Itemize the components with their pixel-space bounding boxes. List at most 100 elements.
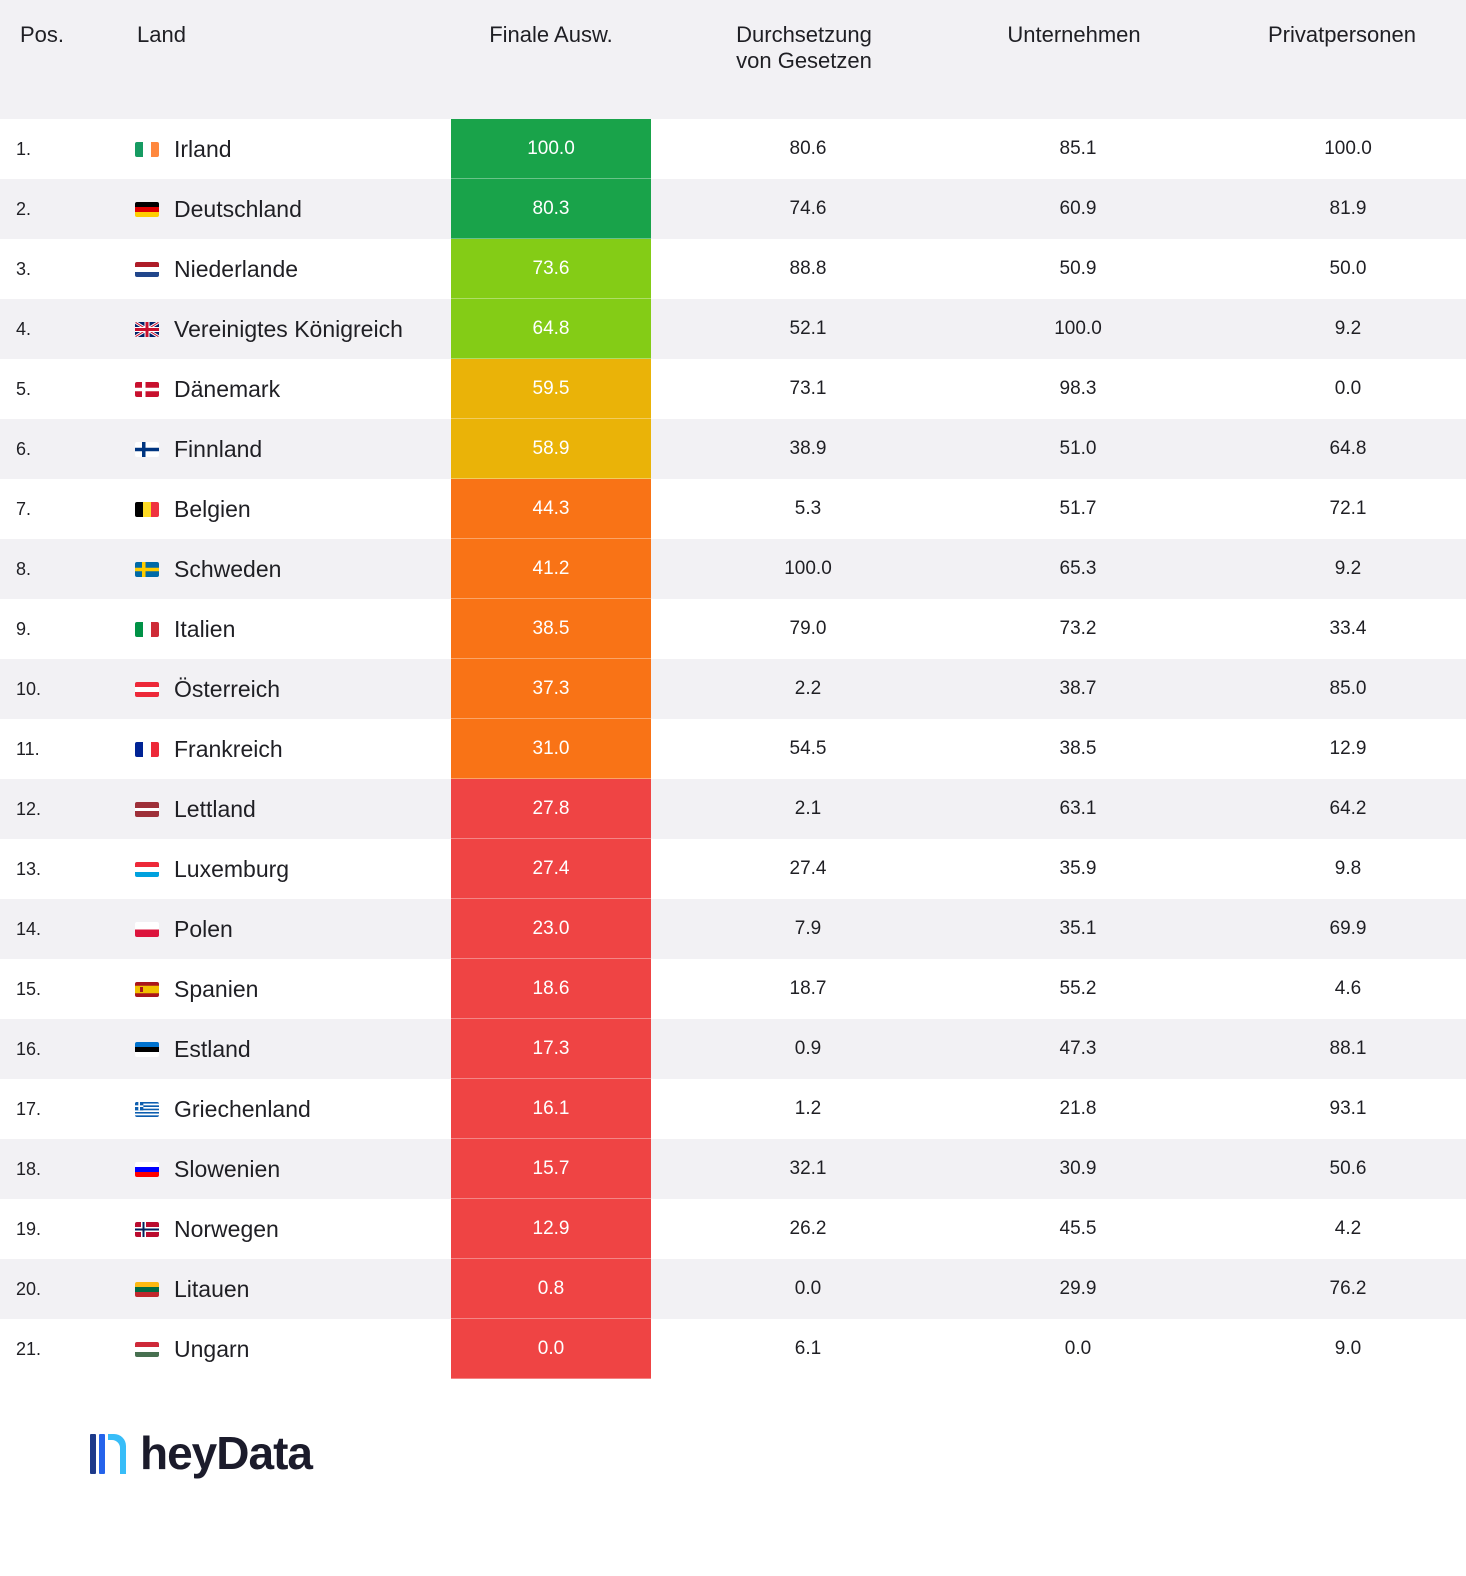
final-score-cell: 31.0 — [451, 719, 651, 779]
uk-flag — [135, 322, 161, 338]
enforcement-cell: 26.2 — [789, 1218, 827, 1239]
final-score-cell: 27.4 — [451, 839, 651, 899]
individuals-cell: 9.8 — [1334, 858, 1362, 879]
individuals-cell: 9.0 — [1334, 1338, 1362, 1359]
poland-flag — [135, 922, 161, 938]
table-row: 15. Spanien 18.6 18.7 55.2 4.6 — [0, 959, 1466, 1019]
companies-cell: 51.0 — [1059, 438, 1097, 459]
country-name: Luxemburg — [174, 856, 290, 882]
individuals-cell: 81.9 — [1329, 198, 1367, 219]
header-companies: Unternehmen — [1007, 22, 1141, 47]
table-row: 18. Slowenien 15.7 32.1 30.9 50.6 — [0, 1139, 1466, 1199]
enforcement-cell: 74.6 — [789, 198, 827, 219]
rank-cell: 19. — [16, 1219, 42, 1239]
rank-cell: 8. — [16, 559, 32, 579]
individuals-cell: 85.0 — [1329, 678, 1367, 699]
final-score-cell: 58.9 — [451, 419, 651, 479]
header-final: Finale Ausw. — [489, 22, 613, 47]
companies-cell: 100.0 — [1054, 318, 1102, 339]
country-name: Niederlande — [174, 256, 299, 282]
greece-flag — [135, 1102, 161, 1118]
table-row: 19. Norwegen 12.9 26.2 45.5 4.2 — [0, 1199, 1466, 1259]
enforcement-cell: 2.2 — [794, 678, 822, 699]
table-row: 5. Dänemark 59.5 73.1 98.3 0.0 — [0, 359, 1466, 419]
enforcement-cell: 79.0 — [789, 618, 827, 639]
country-name: Frankreich — [174, 736, 283, 762]
individuals-cell: 64.8 — [1329, 438, 1367, 459]
table-row: 2. Deutschland 80.3 74.6 60.9 81.9 — [0, 179, 1466, 239]
france-flag — [135, 742, 161, 758]
companies-cell: 63.1 — [1059, 798, 1097, 819]
enforcement-cell: 80.6 — [789, 138, 827, 159]
rank-cell: 9. — [16, 619, 32, 639]
rank-cell: 16. — [16, 1039, 42, 1059]
denmark-flag — [135, 382, 161, 398]
table-row: 9. Italien 38.5 79.0 73.2 33.4 — [0, 599, 1466, 659]
table-row: 16. Estland 17.3 0.9 47.3 88.1 — [0, 1019, 1466, 1079]
rank-cell: 3. — [16, 259, 32, 279]
latvia-flag — [135, 802, 161, 818]
final-score-cell: 59.5 — [451, 359, 651, 419]
companies-cell: 30.9 — [1059, 1158, 1097, 1179]
individuals-cell: 88.1 — [1329, 1038, 1367, 1059]
enforcement-cell: 5.3 — [794, 498, 822, 519]
final-score-cell: 23.0 — [451, 899, 651, 959]
header-individuals: Privatpersonen — [1268, 22, 1416, 47]
individuals-cell: 9.2 — [1334, 318, 1362, 339]
companies-cell: 73.2 — [1059, 618, 1097, 639]
rank-cell: 21. — [16, 1339, 42, 1359]
enforcement-cell: 6.1 — [794, 1338, 822, 1359]
heydata-logo: heyData — [88, 1427, 348, 1480]
rank-cell: 20. — [16, 1279, 42, 1299]
individuals-cell: 76.2 — [1329, 1278, 1367, 1299]
country-name: Deutschland — [174, 196, 302, 222]
hungary-flag — [135, 1342, 161, 1358]
final-score-cell: 80.3 — [451, 179, 651, 239]
enforcement-cell: 2.1 — [794, 798, 822, 819]
rank-cell: 11. — [16, 739, 40, 759]
enforcement-cell: 38.9 — [789, 438, 827, 459]
table-row: 10. Österreich 37.3 2.2 38.7 85.0 — [0, 659, 1466, 719]
individuals-cell: 93.1 — [1329, 1098, 1367, 1119]
enforcement-cell: 0.9 — [794, 1038, 822, 1059]
individuals-cell: 50.0 — [1329, 258, 1367, 279]
individuals-cell: 4.6 — [1334, 978, 1362, 999]
table-body: 1. Irland 100.0 80.6 85.1 100.0 2. Deutschland 8… — [0, 119, 1466, 1379]
companies-cell: 38.7 — [1059, 678, 1097, 699]
final-score-cell: 16.1 — [451, 1079, 651, 1139]
enforcement-cell: 1.2 — [794, 1098, 822, 1119]
rank-cell: 12. — [16, 799, 42, 819]
companies-cell: 29.9 — [1059, 1278, 1097, 1299]
companies-cell: 38.5 — [1059, 738, 1097, 759]
rank-cell: 2. — [16, 199, 32, 219]
table-row: 8. Schweden 41.2 100.0 65.3 9.2 — [0, 539, 1466, 599]
companies-cell: 51.7 — [1059, 498, 1097, 519]
finland-flag — [135, 442, 161, 458]
companies-cell: 55.2 — [1059, 978, 1097, 999]
country-name: Italien — [174, 616, 236, 642]
table-header: Pos. Land Finale Ausw. Durchsetzung von … — [0, 0, 1466, 119]
table-row: 4. Vereinigtes Königreich 64.8 52.1 100.0 9.2 — [0, 299, 1466, 359]
companies-cell: 65.3 — [1059, 558, 1097, 579]
country-name: Polen — [174, 916, 233, 942]
enforcement-cell: 7.9 — [794, 918, 822, 939]
rank-cell: 1. — [16, 139, 32, 159]
heydata-logo-text: heyData — [140, 1427, 313, 1479]
companies-cell: 98.3 — [1059, 378, 1097, 399]
enforcement-cell: 88.8 — [789, 258, 827, 279]
final-score-cell: 12.9 — [451, 1199, 651, 1259]
rank-cell: 15. — [16, 979, 42, 999]
rank-cell: 7. — [16, 499, 32, 519]
final-score-cell: 0.0 — [451, 1319, 651, 1379]
table-row: 17. Griechenland 16.1 1.2 21.8 93.1 — [0, 1079, 1466, 1139]
final-score-cell: 38.5 — [451, 599, 651, 659]
final-score-cell: 0.8 — [451, 1259, 651, 1319]
country-name: Litauen — [174, 1276, 250, 1302]
country-name: Belgien — [174, 496, 251, 522]
individuals-cell: 4.2 — [1334, 1218, 1362, 1239]
country-name: Österreich — [174, 676, 281, 702]
final-score-cell: 73.6 — [451, 239, 651, 299]
table-row: 20. Litauen 0.8 0.0 29.9 76.2 — [0, 1259, 1466, 1319]
individuals-cell: 64.2 — [1329, 798, 1367, 819]
enforcement-cell: 18.7 — [789, 978, 827, 999]
